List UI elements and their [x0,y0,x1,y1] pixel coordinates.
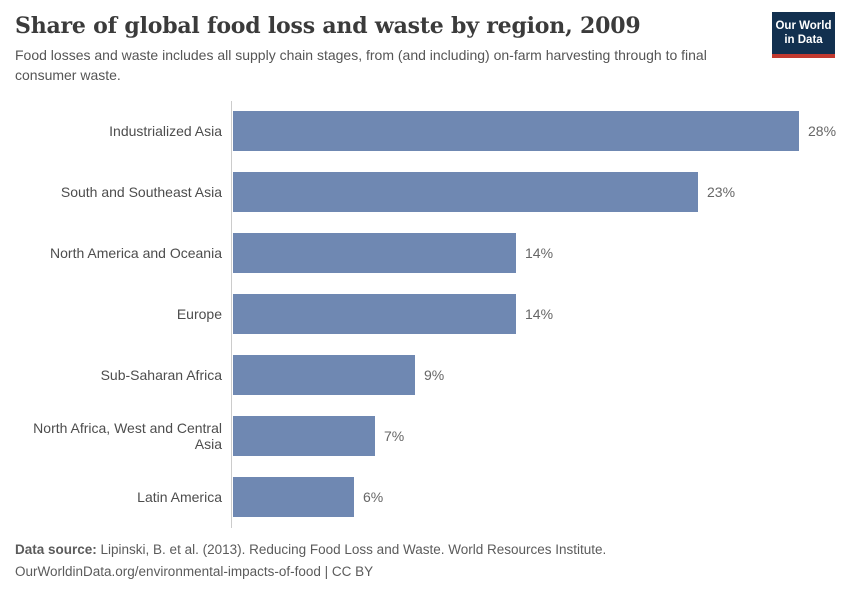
bar [233,416,375,457]
owid-logo-text: Our World in Data [772,12,835,54]
chart-row: Sub-Saharan Africa 9% [15,345,835,406]
bar-area: 14% [233,233,554,274]
bar-area: 14% [233,294,554,335]
chart-subtitle-line2: consumer waste. [15,66,121,83]
bar-area: 23% [233,172,736,213]
category-label: Industrialized Asia [109,123,222,140]
category-label: North Africa, West and Central Asia [33,420,222,453]
value-label: 6% [363,489,384,506]
value-label: 14% [525,245,554,262]
value-label: 23% [707,184,736,201]
chart-footer: Data source: Lipinski, B. et al. (2013).… [15,539,835,583]
owid-logo: Our World in Data [772,12,835,58]
bar [233,111,799,152]
chart-subtitle-line1: Food losses and waste includes all suppl… [15,47,707,64]
bar [233,477,354,518]
bar-area: 6% [233,477,384,518]
value-label: 7% [384,428,405,445]
chart-row: Europe 14% [15,284,835,345]
chart-header: Share of global food loss and waste by r… [15,12,835,86]
value-label: 28% [808,123,837,140]
y-axis-line [231,100,232,528]
bar [233,172,698,213]
chart-row: North America and Oceania 14% [15,223,835,284]
chart-title: Share of global food loss and waste by r… [15,13,641,39]
bar [233,355,415,396]
category-label: North America and Oceania [50,245,222,262]
chart-subtitle: Food losses and waste includes all suppl… [15,46,707,85]
bar-chart: Industrialized Asia 28% South and Southeas… [15,100,837,528]
bar-area: 7% [233,416,405,457]
bar-area: 9% [233,355,445,396]
category-label: Europe [176,306,222,323]
chart-row: South and Southeast Asia 23% [15,162,835,223]
license-line: OurWorldinData.org/environmental-impacts… [15,563,374,579]
chart-row: Industrialized Asia 28% [15,101,837,162]
category-label: South and Southeast Asia [60,184,222,201]
chart-row: North Africa, West and Central Asia 7% [15,406,835,467]
value-label: 14% [525,306,554,323]
bar [233,233,516,274]
chart-row: Latin America 6% [15,467,835,528]
bar-area: 28% [233,111,837,152]
data-source-label: Data source: [15,541,97,557]
owid-logo-line2: in Data [784,34,823,46]
data-source-line: Data source: Lipinski, B. et al. (2013).… [15,539,835,561]
value-label: 9% [424,367,445,384]
title-block: Share of global food loss and waste by r… [15,13,707,86]
owid-logo-line1: Our World [775,19,832,32]
bar [233,294,516,335]
category-label: Latin America [137,489,222,506]
category-label: Sub-Saharan Africa [100,367,222,384]
chart-rows: Industrialized Asia 28% South and Southeas… [15,101,837,528]
owid-logo-accent-bar [772,54,835,58]
data-source-text: Lipinski, B. et al. (2013). Reducing Foo… [96,541,607,557]
